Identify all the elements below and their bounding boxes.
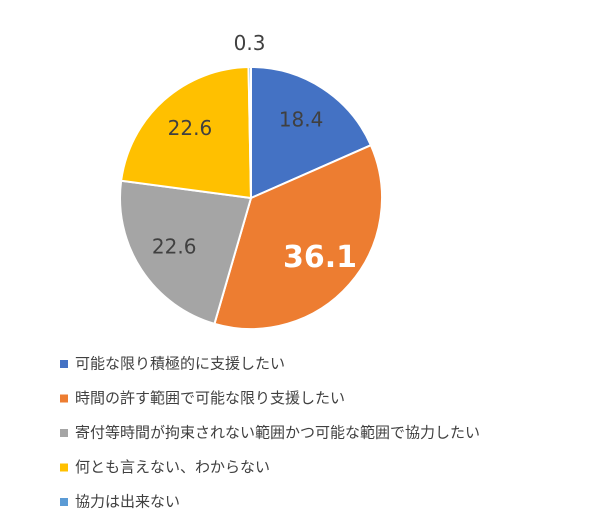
legend-label: 時間の許す範囲で可能な限り支援したい	[75, 389, 345, 407]
legend-swatch	[60, 360, 68, 368]
pie-slice	[247, 65, 252, 199]
legend-label: 可能な限り積極的に支援したい	[75, 355, 285, 373]
pie-slice	[120, 66, 253, 200]
legend-label: 寄付等時間が拘束されない範囲かつ可能な範囲で協力したい	[75, 424, 480, 442]
data-label: 0.3	[234, 31, 266, 55]
legend-label: 協力は出来ない	[75, 493, 180, 511]
legend-swatch	[60, 498, 68, 506]
legend-swatch	[60, 429, 68, 437]
data-label: 18.4	[279, 108, 324, 132]
pie-slice	[213, 143, 383, 330]
legend-label: 何とも言えない、わからない	[75, 458, 270, 476]
pie-slice	[119, 179, 253, 326]
data-label: 22.6	[152, 235, 197, 259]
legend-swatch	[60, 463, 68, 472]
data-label: 36.1	[283, 240, 357, 275]
pie-slice	[250, 65, 373, 200]
data-label: 22.6	[168, 116, 213, 140]
legend-swatch	[60, 394, 68, 403]
